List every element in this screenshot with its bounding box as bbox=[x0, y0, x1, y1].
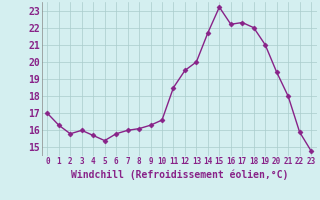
X-axis label: Windchill (Refroidissement éolien,°C): Windchill (Refroidissement éolien,°C) bbox=[70, 169, 288, 180]
